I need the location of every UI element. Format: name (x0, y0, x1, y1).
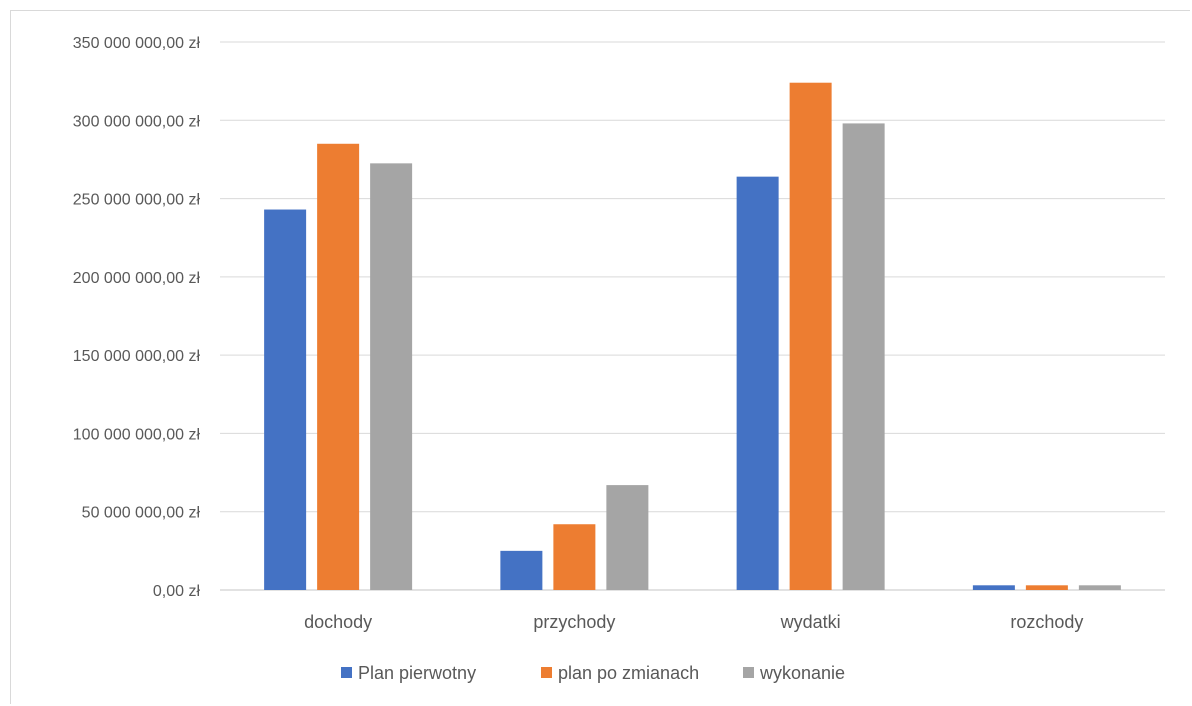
x-category-label: dochody (304, 612, 372, 632)
bar-przychody-2 (553, 524, 596, 590)
y-axis-tick-labels: 0,00 zł 50 000 000,00 zł 100 000 000,00 zł… (73, 35, 201, 600)
bar-przychody-3 (606, 485, 649, 590)
bar-dochody-3 (370, 163, 413, 591)
y-tick-label: 150 000 000,00 zł (73, 348, 201, 365)
legend-swatch (743, 667, 754, 678)
legend-label: wykonanie (759, 663, 845, 683)
y-tick-label: 0,00 zł (153, 583, 201, 600)
y-tick-label: 300 000 000,00 zł (73, 113, 201, 130)
legend: Plan pierwotny plan po zmianach wykonanie (341, 663, 845, 683)
legend-swatch (341, 667, 352, 678)
bar-rozchody-1 (972, 585, 1015, 590)
bar-rozchody-3 (1078, 585, 1121, 590)
y-tick-label: 350 000 000,00 zł (73, 35, 201, 52)
bars (264, 82, 1121, 591)
y-tick-label: 250 000 000,00 zł (73, 192, 201, 209)
bar-wydatki-2 (789, 82, 832, 591)
x-axis-category-labels: dochody przychody wydatki rozchody (304, 612, 1083, 632)
legend-label: Plan pierwotny (358, 663, 476, 683)
x-category-label: przychody (533, 612, 615, 632)
bar-dochody-1 (264, 209, 307, 590)
bar-dochody-2 (317, 143, 360, 590)
x-category-label: wydatki (780, 612, 841, 632)
gridlines (220, 41, 1165, 591)
y-tick-label: 100 000 000,00 zł (73, 426, 201, 443)
bar-przychody-1 (500, 550, 543, 590)
legend-label: plan po zmianach (558, 663, 699, 683)
bar-wydatki-3 (842, 123, 885, 590)
y-tick-label: 50 000 000,00 zł (82, 505, 201, 522)
x-category-label: rozchody (1010, 612, 1083, 632)
bar-rozchody-2 (1025, 585, 1068, 590)
bar-wydatki-1 (736, 176, 779, 590)
legend-swatch (541, 667, 552, 678)
y-tick-label: 200 000 000,00 zł (73, 270, 201, 287)
